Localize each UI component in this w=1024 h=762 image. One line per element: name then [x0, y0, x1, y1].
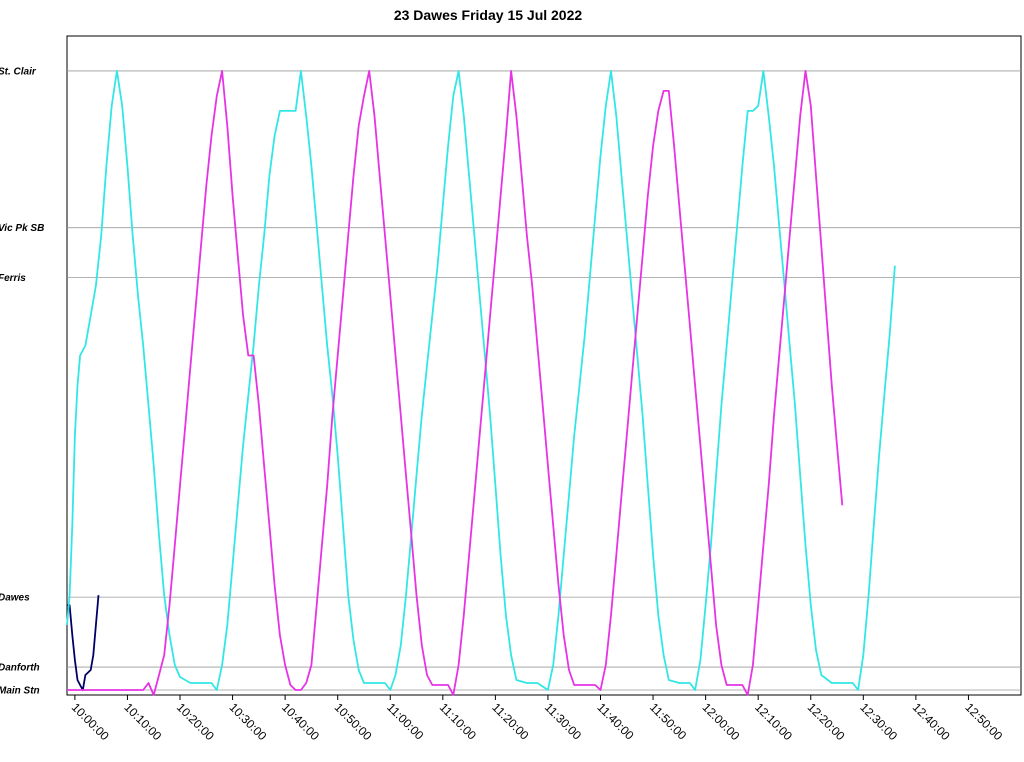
y-label-danforth: Danforth: [0, 663, 40, 674]
x-label-12-30-00: 12:30:00: [857, 700, 900, 743]
x-label-10-40-00: 10:40:00: [279, 700, 322, 743]
chart-title: 23 Dawes Friday 15 Jul 2022: [394, 7, 583, 23]
x-axis-labels: 10:00:00 10:10:00 10:20:00 10:30:00 10:40:00…: [69, 700, 1006, 743]
x-label-12-40-00: 12:40:00: [910, 700, 953, 743]
x-label-11-20-00: 11:20:00: [489, 700, 532, 743]
x-label-10-30-00: 10:30:00: [226, 700, 269, 743]
plot-area: [66, 35, 1022, 696]
x-label-11-00-00: 11:00:00: [384, 700, 427, 743]
gridlines: [67, 70, 1021, 691]
x-label-11-40-00: 11:40:00: [594, 700, 637, 743]
series-line-0: [67, 595, 100, 691]
x-label-12-20-00: 12:20:00: [805, 700, 848, 743]
y-axis-labels: St. Clair Vic Pk SB Ferris Dawes Danforth Mai…: [0, 66, 44, 696]
series-line-2: [67, 70, 844, 696]
x-label-12-00-00: 12:00:00: [700, 700, 743, 743]
x-axis-ticks: [74, 695, 969, 700]
x-label-11-30-00: 11:30:00: [542, 700, 585, 743]
x-label-10-10-00: 10:10:00: [121, 700, 164, 743]
y-label-st-clair: St. Clair: [0, 66, 37, 77]
x-label-10-20-00: 10:20:00: [174, 700, 217, 743]
series-line-1: [66, 70, 896, 691]
x-label-11-50-00: 11:50:00: [647, 700, 690, 743]
x-label-12-10-00: 12:10:00: [752, 700, 795, 743]
y-label-vic-pk-sb: Vic Pk SB: [0, 223, 44, 234]
y-label-dawes: Dawes: [0, 593, 30, 604]
x-label-11-10-00: 11:10:00: [437, 700, 480, 743]
y-label-ferris: Ferris: [0, 273, 26, 284]
x-label-10-00-00: 10:00:00: [69, 700, 112, 743]
series-group: [66, 70, 896, 696]
x-label-10-50-00: 10:50:00: [332, 700, 375, 743]
x-label-12-50-00: 12:50:00: [962, 700, 1005, 743]
y-label-main-stn: Main Stn: [0, 686, 40, 697]
